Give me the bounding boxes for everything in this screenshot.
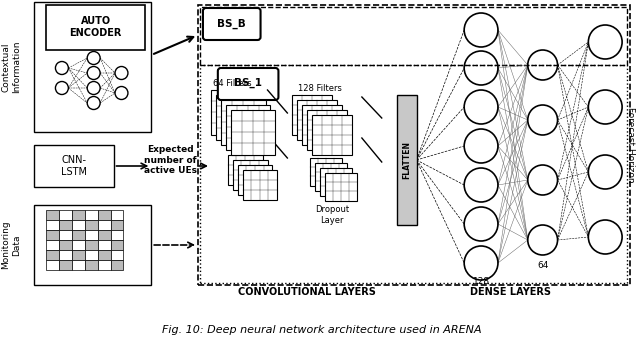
- Bar: [315, 163, 347, 191]
- Text: DENSE LAYERS: DENSE LAYERS: [470, 287, 552, 297]
- Bar: [46, 220, 59, 230]
- Text: BS_B: BS_B: [218, 19, 246, 29]
- Text: FLATTEN: FLATTEN: [402, 141, 411, 179]
- Bar: [59, 250, 72, 260]
- Bar: [98, 230, 111, 240]
- Bar: [243, 170, 277, 200]
- Bar: [397, 95, 417, 225]
- Bar: [111, 220, 124, 230]
- Text: Forecast Horizon: Forecast Horizon: [625, 107, 635, 183]
- Bar: [46, 250, 59, 260]
- Bar: [226, 105, 271, 150]
- Text: 64 Filters: 64 Filters: [213, 79, 252, 88]
- Bar: [59, 210, 72, 220]
- Text: Expected
number of
active UEs: Expected number of active UEs: [143, 145, 196, 175]
- Bar: [84, 230, 98, 240]
- Text: 64: 64: [537, 260, 548, 269]
- Bar: [233, 160, 268, 190]
- FancyBboxPatch shape: [218, 68, 278, 100]
- Bar: [72, 260, 84, 270]
- Bar: [46, 260, 59, 270]
- Bar: [228, 155, 262, 185]
- Bar: [200, 7, 627, 65]
- Text: AUTO
ENCODER: AUTO ENCODER: [70, 16, 122, 38]
- Bar: [231, 110, 275, 155]
- Bar: [72, 250, 84, 260]
- Bar: [320, 168, 352, 196]
- Bar: [72, 220, 84, 230]
- Bar: [200, 65, 627, 283]
- Bar: [59, 260, 72, 270]
- Bar: [98, 220, 111, 230]
- Bar: [34, 145, 113, 187]
- Text: Contextual
Information: Contextual Information: [1, 41, 21, 93]
- Bar: [111, 240, 124, 250]
- Bar: [111, 260, 124, 270]
- Bar: [310, 158, 342, 186]
- Bar: [292, 95, 332, 135]
- Bar: [84, 240, 98, 250]
- Bar: [211, 90, 255, 135]
- Bar: [111, 210, 124, 220]
- Bar: [111, 250, 124, 260]
- Bar: [216, 95, 260, 140]
- Bar: [46, 210, 59, 220]
- Bar: [111, 230, 124, 240]
- Text: Fig. 10: Deep neural network architecture used in ARENA: Fig. 10: Deep neural network architectur…: [163, 325, 482, 335]
- Text: BS_1: BS_1: [234, 78, 262, 88]
- FancyBboxPatch shape: [203, 8, 260, 40]
- Bar: [307, 110, 347, 150]
- Text: 128 Filters: 128 Filters: [298, 83, 342, 92]
- Bar: [46, 240, 59, 250]
- Text: CONVOLUTIONAL LAYERS: CONVOLUTIONAL LAYERS: [238, 287, 376, 297]
- Bar: [59, 230, 72, 240]
- Text: Monitoring
Data: Monitoring Data: [1, 221, 21, 269]
- Text: CNN-
LSTM: CNN- LSTM: [61, 155, 87, 177]
- Bar: [84, 210, 98, 220]
- Bar: [72, 210, 84, 220]
- Bar: [84, 220, 98, 230]
- Bar: [59, 220, 72, 230]
- Bar: [302, 105, 342, 145]
- Bar: [237, 165, 273, 195]
- Bar: [98, 240, 111, 250]
- Bar: [312, 115, 352, 155]
- Bar: [72, 240, 84, 250]
- Bar: [34, 205, 151, 285]
- Bar: [34, 2, 151, 132]
- Bar: [46, 5, 145, 50]
- Bar: [84, 260, 98, 270]
- Bar: [46, 230, 59, 240]
- Bar: [59, 240, 72, 250]
- Text: 128: 128: [472, 277, 490, 286]
- Bar: [221, 100, 266, 145]
- Bar: [98, 250, 111, 260]
- Bar: [298, 100, 337, 140]
- Bar: [72, 230, 84, 240]
- Bar: [84, 250, 98, 260]
- Bar: [98, 260, 111, 270]
- Bar: [198, 5, 630, 285]
- Text: Dropout
Layer: Dropout Layer: [315, 205, 349, 225]
- Bar: [325, 173, 357, 201]
- Bar: [98, 210, 111, 220]
